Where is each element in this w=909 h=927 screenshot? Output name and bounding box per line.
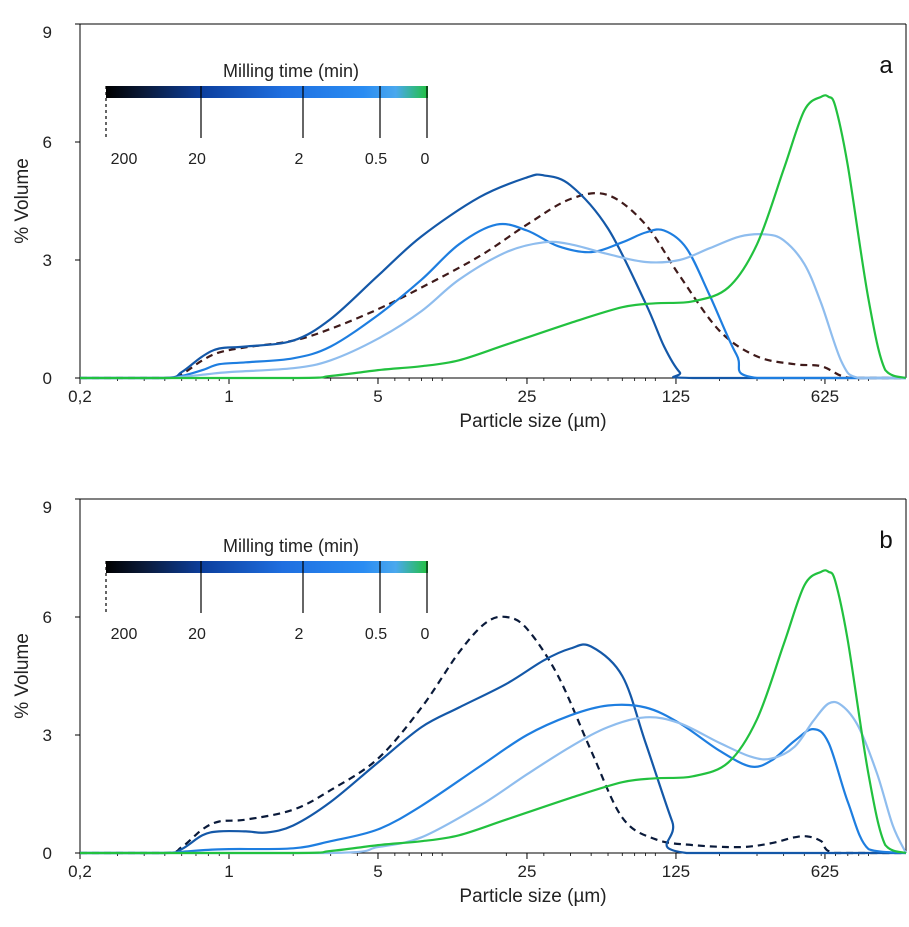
- x-tick-label: 125: [662, 862, 690, 881]
- legend-label: 20: [188, 151, 206, 168]
- x-tick-label: 5: [373, 862, 382, 881]
- series-line-2: [79, 222, 906, 380]
- legend-label: 0: [421, 626, 430, 643]
- legend-label: 0.5: [365, 626, 387, 643]
- x-tick-label: 5: [373, 387, 382, 406]
- panel-label: b: [879, 527, 892, 554]
- y-tick-label: 6: [43, 608, 52, 627]
- x-tick-label: 625: [811, 387, 839, 406]
- legend-title: Milling time (min): [223, 61, 359, 81]
- x-axis-title: Particle size (µm): [459, 411, 606, 432]
- x-tick-label: 0,2: [68, 387, 92, 406]
- panel-label: a: [879, 52, 893, 79]
- legend-label: 200: [111, 626, 138, 643]
- series-line-2: [80, 703, 907, 855]
- legend-title: Milling time (min): [223, 536, 359, 556]
- x-tick-label: 25: [518, 862, 537, 881]
- panel-b: 0 3 6 9 0,2 1 5 25 125 625 Particle size (µm) % Vol…: [12, 498, 907, 907]
- y-tick-label: 9: [43, 498, 52, 517]
- series-line-0: [79, 192, 906, 380]
- series-line-1: [79, 173, 906, 380]
- legend-label: 200: [111, 151, 138, 168]
- series-line-0: [80, 615, 906, 855]
- y-axis-title: % Volume: [12, 158, 33, 244]
- y-tick-label: 0: [43, 844, 52, 863]
- legend-label: 20: [188, 626, 206, 643]
- x-tick-label: 1: [224, 387, 233, 406]
- y-tick-label: 3: [43, 251, 52, 270]
- y-axis-title: % Volume: [12, 633, 33, 719]
- x-tick-label: 625: [811, 862, 839, 881]
- series-line-1: [80, 643, 906, 855]
- series-line-4: [79, 94, 907, 380]
- y-tick-label: 9: [43, 23, 52, 42]
- y-tick-label: 0: [43, 369, 52, 388]
- series-line-3: [80, 700, 907, 855]
- x-tick-label: 125: [662, 387, 690, 406]
- legend-colorbar: [106, 561, 428, 573]
- series-line-4: [80, 569, 907, 855]
- x-axis-title: Particle size (µm): [459, 886, 606, 907]
- series-line-3: [79, 233, 906, 380]
- y-tick-label: 6: [43, 133, 52, 152]
- legend-label: 2: [295, 626, 304, 643]
- x-tick-label: 25: [518, 387, 537, 406]
- legend-label: 0.5: [365, 151, 387, 168]
- legend-label: 2: [295, 151, 304, 168]
- x-tick-label: 0,2: [68, 862, 92, 881]
- x-tick-label: 1: [224, 862, 233, 881]
- y-tick-label: 3: [43, 726, 52, 745]
- panel-a: 0 3 6 9 0,2 1 5 25 125 625 Particle size (µm) % Vol…: [12, 23, 907, 432]
- legend-colorbar: [106, 86, 428, 98]
- legend-label: 0: [421, 151, 430, 168]
